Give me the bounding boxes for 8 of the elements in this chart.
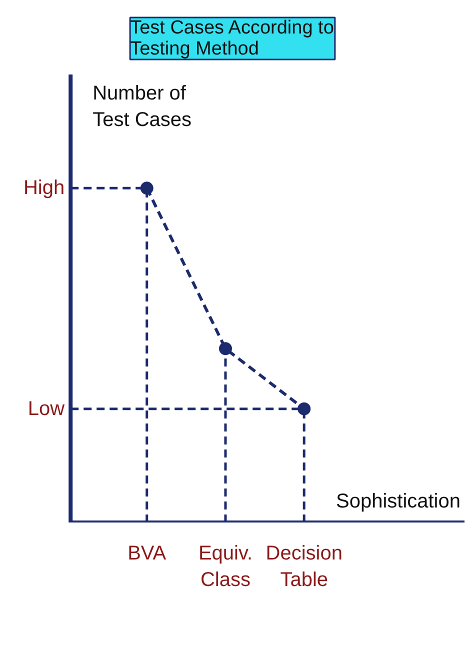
x-tick-label: BVA <box>128 542 167 564</box>
x-tick-label: Decision Table <box>266 542 342 591</box>
ref-line-label: Low <box>28 398 66 420</box>
x-tick-label: Equiv. Class <box>198 542 253 591</box>
ref-line-label: High <box>23 177 65 200</box>
y-axis-title: Number of Test Cases <box>92 82 192 131</box>
chart-title: Test Cases According to Testing Method <box>130 18 334 60</box>
x-axis-title: Sophistication <box>336 490 461 512</box>
